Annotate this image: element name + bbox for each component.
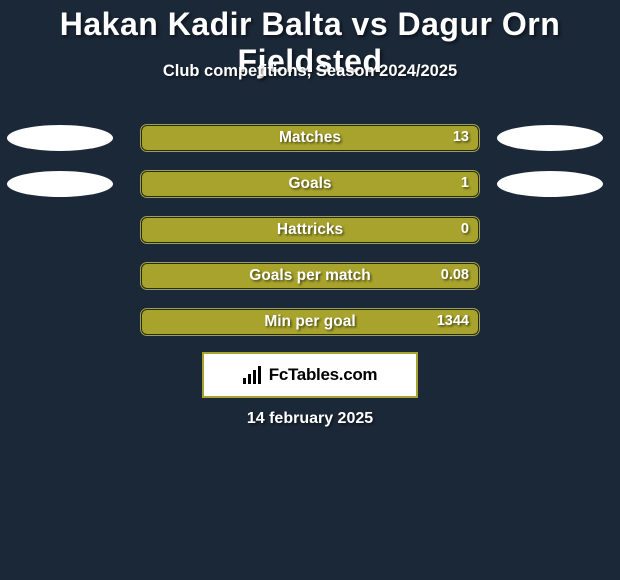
stat-bar: Goals per match0.08 (140, 262, 480, 290)
season-subtitle: Club competitions, Season 2024/2025 (0, 62, 620, 81)
snapshot-date: 14 february 2025 (0, 410, 620, 428)
player-left-marker (7, 125, 113, 151)
logo-text: FcTables.com (269, 365, 378, 385)
stat-bar-fill (142, 172, 478, 196)
fctables-logo: FcTables.com (202, 352, 418, 398)
stat-bar: Matches13 (140, 124, 480, 152)
stat-bar-fill (142, 126, 478, 150)
stat-row: Goals per match0.08 (0, 262, 620, 290)
player-left-marker (7, 171, 113, 197)
stat-row: Min per goal1344 (0, 308, 620, 336)
stat-bar: Hattricks0 (140, 216, 480, 244)
stat-bar-fill (142, 310, 478, 334)
stat-row: Matches13 (0, 124, 620, 152)
stat-bar-fill (142, 264, 478, 288)
player-right-marker (497, 171, 603, 197)
player-right-marker (497, 125, 603, 151)
stat-bar-fill (142, 218, 478, 242)
stat-row: Hattricks0 (0, 216, 620, 244)
logo-bars-icon (243, 366, 263, 384)
stat-row: Goals1 (0, 170, 620, 198)
stat-bar: Goals1 (140, 170, 480, 198)
infographic-canvas: Hakan Kadir Balta vs Dagur Orn Fjeldsted… (0, 0, 620, 580)
stat-bar: Min per goal1344 (140, 308, 480, 336)
